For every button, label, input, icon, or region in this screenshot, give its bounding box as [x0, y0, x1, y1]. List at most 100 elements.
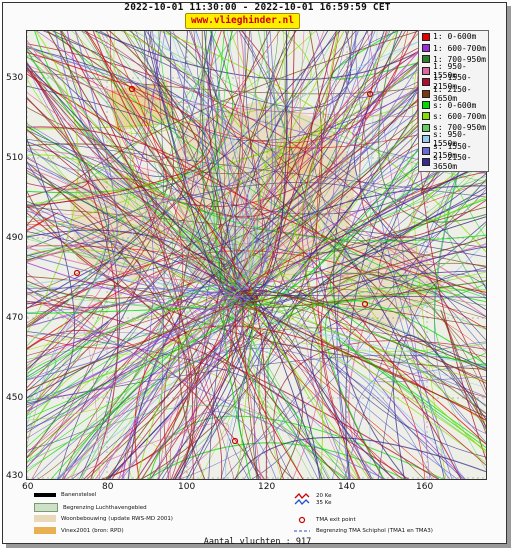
flight-track	[27, 31, 408, 143]
flight-track	[133, 31, 486, 182]
flight-track	[126, 436, 194, 479]
tma-boundary-icon	[294, 530, 310, 532]
flight-track	[27, 67, 121, 479]
airport-swatch	[34, 503, 58, 512]
flight-track	[233, 162, 486, 297]
flight-track	[27, 321, 109, 399]
flight-track	[27, 31, 217, 431]
flight-track	[242, 291, 258, 479]
flight-track	[27, 231, 248, 303]
flight-track	[27, 285, 241, 327]
flight-track	[27, 252, 313, 479]
legend-item: s: 0-600m	[419, 99, 488, 110]
flight-track	[233, 175, 486, 303]
flight-track	[105, 31, 350, 479]
flight-track	[27, 170, 189, 479]
flight-track	[411, 146, 486, 224]
flight-track	[440, 309, 486, 435]
flight-track	[233, 31, 295, 293]
flight-track	[195, 31, 264, 302]
flight-track	[61, 31, 214, 215]
flight-track	[121, 297, 242, 479]
flight-track	[227, 31, 374, 291]
legend-label: s: 700-950m	[433, 123, 486, 133]
tma-exit-point	[73, 269, 81, 277]
legend-label: 1: 0-600m	[433, 32, 477, 42]
flight-track	[245, 31, 475, 221]
flight-track	[27, 289, 241, 351]
legend-swatch	[422, 32, 430, 41]
ke-contour-icon	[294, 493, 310, 505]
key-label: 35 Ke	[316, 500, 332, 506]
flight-track	[250, 31, 290, 293]
flight-track	[27, 43, 486, 392]
legend-swatch	[422, 55, 430, 64]
flight-track	[244, 31, 486, 458]
flight-track	[250, 31, 339, 302]
flight-track	[248, 180, 486, 298]
flight-tracks-svg	[27, 31, 486, 479]
legend-label: s: 600-700m	[433, 111, 486, 121]
legend-label: 1: 2150-3650m	[433, 84, 472, 103]
y-tick-label: 490	[6, 233, 24, 243]
flight-track	[178, 31, 271, 479]
flight-track	[27, 167, 254, 303]
y-tick-label: 450	[6, 393, 24, 403]
flight-track	[27, 126, 462, 479]
y-tick-label: 530	[6, 73, 24, 83]
flight-track	[392, 334, 486, 479]
flight-track	[135, 31, 248, 300]
flight-track	[27, 262, 247, 311]
flight-track	[249, 286, 323, 479]
key-tma-exit: TMA exit point	[294, 516, 356, 524]
y-tick-label: 470	[6, 313, 24, 323]
tma-exit-point	[231, 437, 239, 445]
flight-track	[253, 272, 486, 479]
flight-track	[246, 279, 486, 307]
legend-label: s: 950-1550m	[433, 130, 467, 149]
key-label: Begrenzing Luchthavengebied	[63, 504, 147, 511]
flight-track	[227, 273, 486, 289]
flight-track	[27, 288, 229, 314]
flight-track	[27, 212, 59, 232]
legend-item: s: 950-1550m	[419, 130, 488, 148]
flight-track	[27, 154, 486, 454]
flight-track	[27, 272, 110, 343]
flight-track	[239, 293, 486, 328]
flight-track	[27, 31, 341, 305]
legend-swatch	[422, 112, 430, 121]
flight-track	[417, 31, 486, 461]
key-label: TMA exit point	[316, 517, 356, 523]
flight-count: Aantal vluchten : 917	[203, 537, 312, 547]
flight-track	[27, 320, 100, 479]
flight-track	[208, 297, 253, 479]
flight-track	[27, 286, 234, 412]
time-range-title: 2022-10-01 11:30:00 - 2022-10-01 16:59:5…	[124, 2, 391, 13]
flight-track	[34, 31, 486, 242]
key-ke-contours: 20 Ke 35 Ke	[294, 492, 331, 508]
flight-track	[27, 31, 389, 328]
flight-track	[320, 171, 486, 479]
flight-track	[60, 31, 357, 178]
flight-track	[27, 78, 486, 382]
key-tma-boundary: Begrenzing TMA Schiphol (TMA1 en TMA3)	[294, 527, 433, 535]
flight-track	[236, 31, 285, 296]
legend-swatch	[422, 44, 430, 53]
flight-track	[27, 31, 174, 470]
flight-track	[27, 126, 246, 288]
flight-track	[298, 31, 356, 479]
flight-track	[27, 299, 240, 454]
legend-swatch	[422, 89, 430, 98]
map-key: Banenstelsel Begrenzing Luchthavengebied…	[26, 490, 486, 540]
flight-track	[27, 31, 312, 130]
flight-track	[27, 31, 421, 296]
site-link[interactable]: www.vlieghinder.nl	[185, 13, 300, 29]
flight-track	[234, 436, 486, 479]
flight-track	[110, 31, 280, 162]
residential-swatch	[34, 515, 56, 522]
altitude-legend: 1: 0-600m 1: 600-700m 1: 700-950m 1: 950…	[418, 30, 489, 172]
flight-track	[27, 138, 75, 405]
flight-track	[27, 404, 326, 479]
flight-track	[27, 298, 253, 439]
flight-track	[27, 283, 237, 377]
